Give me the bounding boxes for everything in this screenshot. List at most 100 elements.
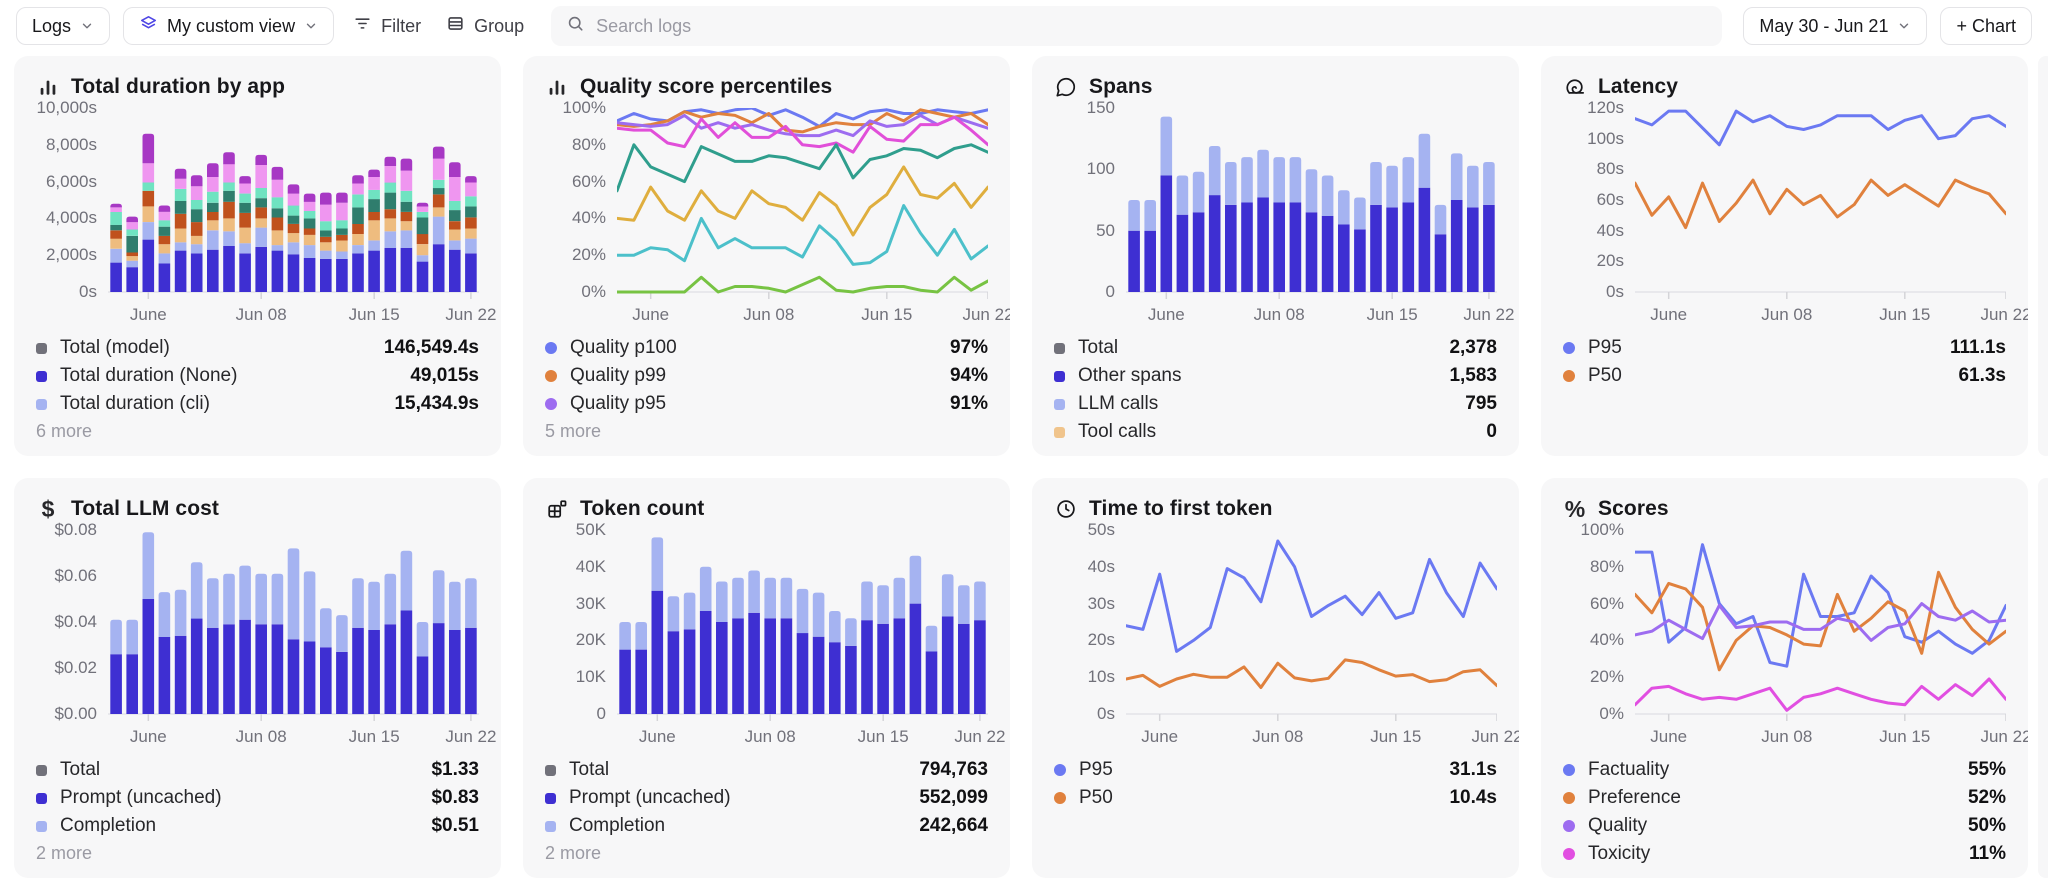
legend-value: 52% [1967,787,2006,808]
chart-card[interactable]: $ Total LLM cost $0.00 $0.02 $0.04 $0.06 $0.… [14,478,501,878]
legend-row[interactable]: Quality p95 91% [545,390,988,418]
legend-row[interactable]: Completion 242,664 [545,812,988,840]
chart-card[interactable]: Total duration by app 0s 2,000s 4,000s 6,00… [14,56,501,456]
chart-card[interactable]: % Scores 0% 20% 40% 60% 80% 100% June Jun 08 Ju… [1541,478,2028,878]
y-tick-label: 8,000s [45,134,97,154]
chart-card[interactable]: Quality score percentiles 0% 20% 40% 60% 80%… [523,56,1010,456]
legend-row[interactable]: Tool calls 0 [1054,418,1497,446]
add-chart-button[interactable]: + Chart [1940,7,2032,45]
legend-label: Total [1078,337,1119,358]
legend-marker [545,792,556,804]
x-tick-label: June [638,727,676,746]
legend-more[interactable]: 2 more [36,842,93,863]
legend-value: $0.83 [431,787,479,808]
chart-plot[interactable] [617,108,988,300]
x-tick-label: Jun 08 [1253,305,1305,324]
chart-plot[interactable] [1126,108,1497,300]
chart-card[interactable]: Latency 0s 20s 40s 60s 80s 100s 120s June Jun 0… [1541,56,2028,456]
y-axis-labels: $0.00 $0.02 $0.04 $0.06 $0.08 [36,520,108,723]
x-tick-label: Jun 08 [744,727,796,746]
date-range-button[interactable]: May 30 - Jun 21 [1743,7,1928,45]
legend-row[interactable]: P95 111.1s [1563,334,2006,362]
y-tick-label: 100s [1587,128,1624,148]
y-tick-label: 40s [1596,220,1624,240]
group-button[interactable]: Group [440,7,531,45]
legend-value: 552,099 [919,787,988,808]
legend-value: $0.51 [431,815,479,836]
chart-card[interactable]: Time to first token 0s 10s 20s 30s 40s 50s Ju… [1032,478,1519,878]
legend-row[interactable]: Factuality 55% [1563,756,2006,784]
view-selector-button[interactable]: My custom view [123,7,335,45]
legend-row[interactable]: LLM calls 795 [1054,390,1497,418]
partial-card [2038,478,2048,878]
filter-button[interactable]: Filter [347,7,428,45]
search-input[interactable] [596,15,1708,37]
legend-marker [1563,342,1575,354]
chart-title: Total LLM cost [71,497,219,520]
x-tick-label: Jun 08 [235,305,287,324]
legend-row[interactable]: Completion $0.51 [36,812,479,840]
legend-row[interactable]: Quality p99 94% [545,362,988,390]
y-tick-label: 50s [1087,520,1115,539]
legend-row[interactable]: Total $1.33 [36,756,479,784]
legend-more[interactable]: 5 more [545,420,602,441]
legend-row[interactable]: P50 61.3s [1563,362,2006,390]
toolbar: Logs My custom view Filter Group May 30 … [0,0,2048,52]
legend-row[interactable]: Other spans 1,583 [1054,362,1497,390]
legend-row[interactable]: P50 10.4s [1054,784,1497,812]
legend-marker [1563,370,1575,382]
chart-plot[interactable] [108,108,479,300]
logs-menu-button[interactable]: Logs [16,7,111,45]
chart-area: 0% 20% 40% 60% 80% 100% [545,98,988,301]
legend-row[interactable]: Total (model) 146,549.4s [36,334,479,362]
legend-more[interactable]: 2 more [545,842,602,863]
search-box[interactable] [551,6,1723,46]
chart-plot[interactable] [108,530,479,722]
y-tick-label: 0s [1606,282,1624,301]
y-tick-label: 50 [1096,220,1115,240]
legend-label: Completion [60,815,157,836]
chart-type-icon [36,75,60,99]
legend-more[interactable]: 6 more [36,420,93,441]
legend-label: LLM calls [1078,393,1159,414]
logs-menu-label: Logs [32,15,72,36]
legend-marker [545,764,556,776]
group-label: Group [474,15,525,36]
card-header: % Scores [1563,496,2006,522]
legend-row[interactable]: Total duration (None) 49,015s [36,362,479,390]
legend-row[interactable]: Quality p100 97% [545,334,988,362]
x-tick-label: Jun 15 [348,305,400,324]
legend-marker [1054,370,1065,382]
y-tick-label: 30s [1087,593,1115,613]
y-tick-label: 150 [1086,98,1115,117]
chart-plot[interactable] [1635,530,2006,722]
legend-row[interactable]: Prompt (uncached) 552,099 [545,784,988,812]
y-tick-label: 60% [1589,593,1624,613]
chevron-down-icon [304,19,318,33]
chart-card[interactable]: Token count 0 10K 20K 30K 40K 50K June Jun 08 J… [523,478,1010,878]
legend-row[interactable]: Total duration (cli) 15,434.9s [36,390,479,418]
chart-plot[interactable] [1635,108,2006,300]
legend-row[interactable]: Toxicity 11% [1563,840,2006,868]
legend-row[interactable]: Quality 50% [1563,812,2006,840]
x-tick-label: June [1650,727,1688,746]
chart-plot[interactable] [1126,530,1497,722]
y-tick-label: 80% [1589,556,1624,576]
legend-marker [36,398,47,410]
legend-value: 0 [1486,421,1497,442]
chart-type-icon: $ [41,495,55,522]
legend-label: Total (model) [60,337,170,358]
legend-row[interactable]: Preference 52% [1563,784,2006,812]
x-tick-label: Jun 22 [962,305,1010,324]
chart-title: Time to first token [1089,497,1273,520]
legend-row[interactable]: P95 31.1s [1054,756,1497,784]
legend-row[interactable]: Total 2,378 [1054,334,1497,362]
chart-plot[interactable] [617,530,988,722]
x-tick-label: Jun 15 [1370,727,1422,746]
add-chart-label: + Chart [1956,15,2016,36]
legend-row[interactable]: Prompt (uncached) $0.83 [36,784,479,812]
x-tick-label: Jun 08 [1761,305,1813,324]
x-tick-label: June [632,305,670,324]
chart-card[interactable]: Spans 0 50 100 150 June Jun 08 Jun 15 Jun 22 T… [1032,56,1519,456]
legend-row[interactable]: Total 794,763 [545,756,988,784]
